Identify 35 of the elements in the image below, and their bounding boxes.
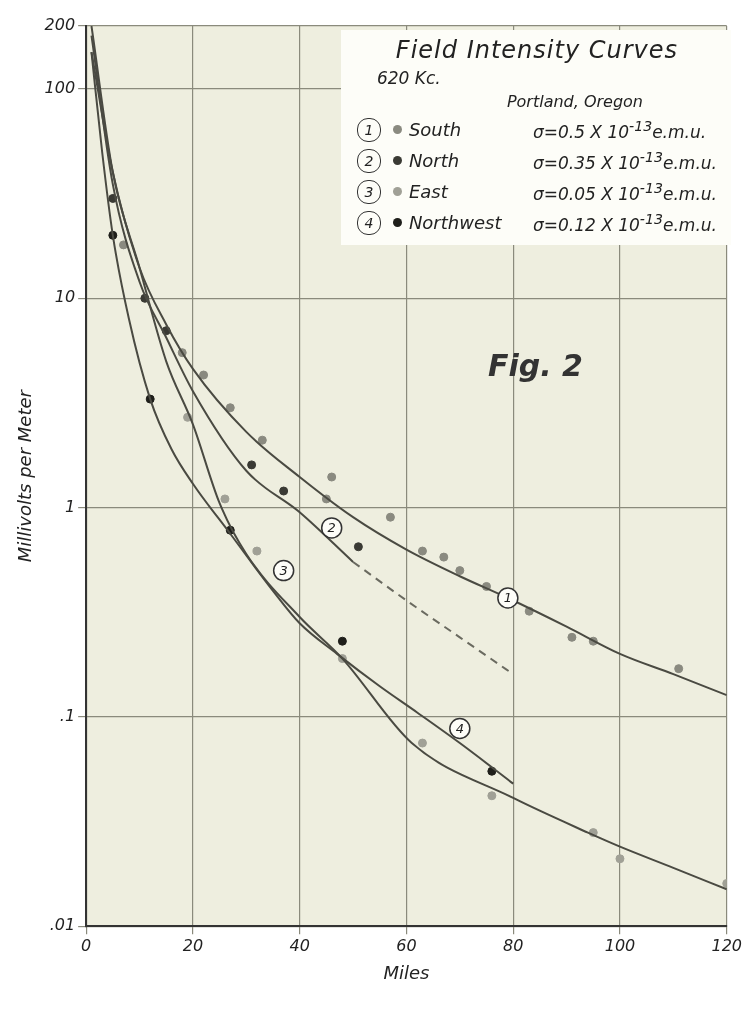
text: 3 — [364, 183, 374, 200]
y-tick-label: 10 — [54, 287, 76, 307]
annotation: σ=0.05 X 10$^{-13}$e.m.u. — [532, 179, 717, 204]
y-tick-label: .1 — [59, 706, 76, 726]
x-tick-label: 120 — [711, 935, 742, 955]
annotation: 4 — [455, 720, 464, 736]
annotation: 2 — [327, 520, 336, 536]
y-tick-label: 200 — [44, 15, 76, 35]
legend-label: East — [408, 181, 448, 202]
text: 620 Kc. — [376, 68, 442, 88]
x-tick-label: 60 — [396, 935, 417, 955]
text: 2 — [364, 152, 374, 169]
x-tick-label: 100 — [604, 935, 636, 955]
x-axis-title: Miles — [383, 961, 430, 983]
annotation: 3 — [279, 562, 288, 578]
legend-label: Northwest — [408, 212, 502, 233]
x-tick-label: 80 — [503, 935, 524, 955]
annotation: σ=0.35 X 10$^{-13}$e.m.u. — [532, 148, 717, 173]
annotation: Fig. 2 — [488, 348, 583, 383]
x-tick-label: 20 — [182, 935, 204, 955]
x-tick-label: 40 — [289, 935, 310, 955]
y-axis-title: Millivolts per Meter — [14, 388, 36, 563]
annotation: Portland, Oregon — [506, 92, 644, 111]
text: Field Intensity Curves — [394, 36, 680, 64]
annotation: 1 — [503, 590, 512, 606]
y-tick-label: 1 — [64, 496, 76, 516]
y-tick-label: .01 — [49, 915, 76, 935]
legend-label: North — [408, 150, 460, 171]
annotation: σ=0.5 X 10$^{-13}$e.m.u. — [532, 117, 707, 142]
annotation: σ=0.12 X 10$^{-13}$e.m.u. — [532, 210, 717, 235]
x-tick-label: 0 — [81, 935, 92, 955]
legend-label: South — [408, 119, 462, 140]
text: 1 — [364, 121, 374, 138]
y-tick-label: 100 — [44, 78, 76, 98]
text: 4 — [364, 214, 374, 231]
